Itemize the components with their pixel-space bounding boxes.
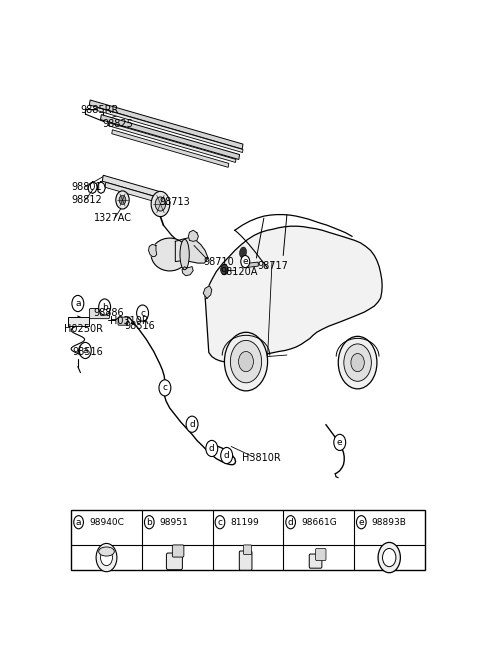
Circle shape <box>334 434 346 451</box>
Circle shape <box>159 380 171 396</box>
Circle shape <box>351 354 364 372</box>
Text: H3810R: H3810R <box>242 453 281 462</box>
Polygon shape <box>245 262 258 268</box>
Text: d: d <box>209 444 215 453</box>
Polygon shape <box>182 266 193 276</box>
Text: 98717: 98717 <box>257 260 288 271</box>
Circle shape <box>241 255 250 268</box>
Polygon shape <box>175 238 208 263</box>
Circle shape <box>155 197 166 211</box>
Polygon shape <box>148 245 156 256</box>
Circle shape <box>239 352 253 372</box>
Text: 98886: 98886 <box>94 308 124 318</box>
Text: 1327AC: 1327AC <box>94 213 132 222</box>
Text: 98812: 98812 <box>71 195 102 205</box>
Text: d: d <box>224 451 229 460</box>
Polygon shape <box>188 230 198 241</box>
Text: 98801: 98801 <box>71 182 102 192</box>
Circle shape <box>151 192 170 216</box>
FancyBboxPatch shape <box>243 545 252 554</box>
Ellipse shape <box>151 238 188 271</box>
Text: 98710: 98710 <box>203 256 234 266</box>
Circle shape <box>144 516 154 529</box>
FancyBboxPatch shape <box>118 317 128 325</box>
Text: 81199: 81199 <box>230 518 259 527</box>
Circle shape <box>74 516 84 529</box>
Polygon shape <box>205 226 382 361</box>
Circle shape <box>80 343 91 358</box>
Text: 9885RR: 9885RR <box>81 105 119 115</box>
Circle shape <box>99 299 110 315</box>
FancyBboxPatch shape <box>71 510 424 569</box>
Text: b: b <box>102 302 108 312</box>
Circle shape <box>383 548 396 567</box>
Circle shape <box>221 264 228 275</box>
Ellipse shape <box>240 247 246 258</box>
FancyBboxPatch shape <box>167 553 182 569</box>
Text: H0310R: H0310R <box>110 316 149 326</box>
Circle shape <box>79 344 87 357</box>
Text: d: d <box>189 420 195 429</box>
Circle shape <box>215 516 225 529</box>
Circle shape <box>79 342 91 359</box>
Polygon shape <box>102 175 161 198</box>
Text: a: a <box>75 299 81 308</box>
Text: e: e <box>337 438 343 447</box>
Ellipse shape <box>180 239 189 270</box>
Text: 98516: 98516 <box>124 321 155 331</box>
FancyBboxPatch shape <box>309 554 322 568</box>
Text: 98516: 98516 <box>72 348 103 358</box>
Text: e: e <box>359 518 364 527</box>
Polygon shape <box>105 182 162 203</box>
Polygon shape <box>108 123 236 163</box>
Text: c: c <box>162 383 168 392</box>
Circle shape <box>206 440 218 457</box>
Text: 98661G: 98661G <box>301 518 337 527</box>
Text: H0250R: H0250R <box>64 324 104 334</box>
Text: c: c <box>140 308 145 318</box>
Circle shape <box>221 447 233 464</box>
Circle shape <box>186 416 198 432</box>
Polygon shape <box>203 286 212 298</box>
Circle shape <box>378 543 400 573</box>
Circle shape <box>96 543 117 572</box>
Polygon shape <box>112 130 229 167</box>
Circle shape <box>119 195 126 205</box>
Text: a: a <box>76 518 81 527</box>
Circle shape <box>100 550 112 565</box>
Polygon shape <box>100 115 240 159</box>
Text: 98825: 98825 <box>103 119 133 129</box>
FancyBboxPatch shape <box>68 317 89 326</box>
Text: 98120A: 98120A <box>220 267 257 277</box>
Circle shape <box>116 191 129 209</box>
Circle shape <box>230 340 262 383</box>
FancyBboxPatch shape <box>172 545 184 557</box>
Text: 98951: 98951 <box>160 518 189 527</box>
FancyBboxPatch shape <box>315 548 326 561</box>
Text: c: c <box>217 518 222 527</box>
Circle shape <box>286 516 296 529</box>
Circle shape <box>225 333 267 391</box>
Text: d: d <box>288 518 293 527</box>
Polygon shape <box>97 108 243 152</box>
Text: 98940C: 98940C <box>89 518 124 527</box>
Circle shape <box>338 337 377 389</box>
Circle shape <box>344 344 372 381</box>
Ellipse shape <box>99 547 114 556</box>
Circle shape <box>83 348 87 354</box>
Text: b: b <box>146 518 152 527</box>
Text: a: a <box>83 346 88 355</box>
FancyBboxPatch shape <box>240 551 252 570</box>
Text: 98713: 98713 <box>160 197 191 207</box>
Text: e: e <box>242 257 248 266</box>
Circle shape <box>137 305 148 321</box>
Circle shape <box>72 295 84 312</box>
Text: 98893B: 98893B <box>372 518 407 527</box>
Polygon shape <box>89 100 243 149</box>
Circle shape <box>357 516 366 529</box>
FancyBboxPatch shape <box>89 308 109 319</box>
